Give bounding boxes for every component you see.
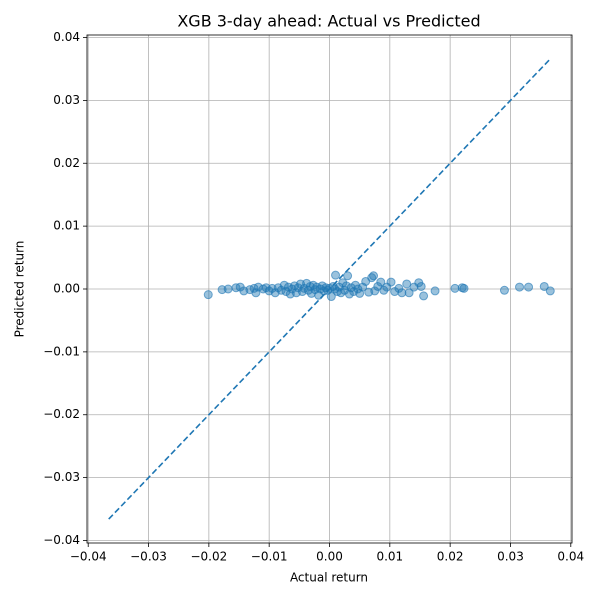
point	[539, 281, 549, 291]
point	[343, 271, 353, 281]
x-tick-label: −0.03	[130, 550, 167, 564]
point	[331, 270, 341, 280]
x-tick-label: 0.00	[316, 550, 343, 564]
point	[515, 282, 525, 292]
point	[524, 282, 534, 292]
y-tick-label: 0.00	[53, 282, 80, 296]
point	[404, 288, 414, 298]
y-tick-label: −0.02	[43, 407, 80, 421]
point	[499, 285, 509, 295]
y-tick-label: −0.04	[43, 533, 80, 547]
point	[326, 292, 336, 302]
x-tick-label: −0.02	[190, 550, 227, 564]
point	[370, 286, 380, 296]
point	[419, 291, 429, 301]
x-tick-label: 0.02	[437, 550, 464, 564]
point	[223, 284, 233, 294]
y-tick-label: −0.03	[43, 470, 80, 484]
y-tick-label: −0.01	[43, 344, 80, 358]
chart-title: XGB 3-day ahead: Actual vs Predicted	[177, 12, 480, 31]
point	[341, 281, 351, 291]
point	[416, 281, 426, 291]
point	[459, 283, 469, 293]
x-tick-label: 0.03	[497, 550, 524, 564]
x-tick-label: 0.01	[376, 550, 403, 564]
x-tick-label: 0.04	[557, 550, 584, 564]
x-tick-label: −0.01	[251, 550, 288, 564]
x-tick-label: −0.04	[70, 550, 107, 564]
y-tick-label: 0.01	[53, 219, 80, 233]
y-axis-label: Predicted return	[13, 241, 27, 338]
point	[397, 288, 407, 298]
y-tick-label: 0.03	[53, 93, 80, 107]
line	[108, 58, 551, 520]
point	[386, 277, 396, 287]
x-axis-label: Actual return	[290, 571, 368, 585]
point	[545, 286, 555, 296]
point	[402, 279, 412, 289]
point	[430, 286, 440, 296]
point	[353, 284, 363, 294]
point	[376, 277, 386, 287]
point	[203, 290, 213, 300]
plot-frame	[86, 34, 573, 544]
point	[394, 283, 404, 293]
point	[450, 283, 460, 293]
y-tick-label: 0.04	[53, 30, 80, 44]
y-tick-label: 0.02	[53, 156, 80, 170]
point	[369, 271, 379, 281]
